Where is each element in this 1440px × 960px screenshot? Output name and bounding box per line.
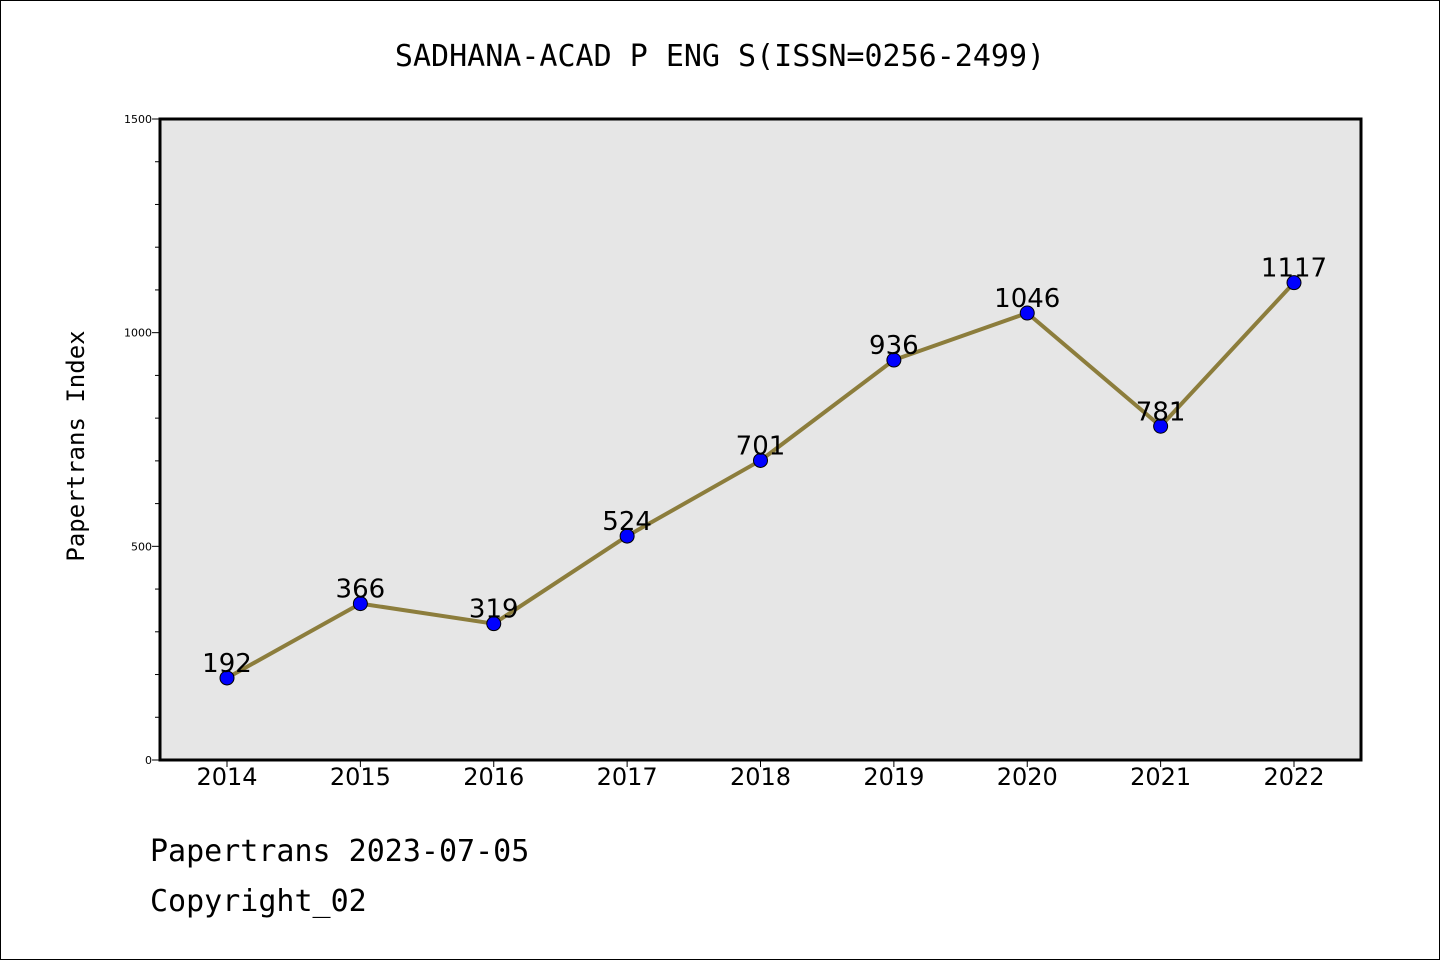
y-tick-label: 1000 — [124, 327, 152, 340]
data-point — [486, 616, 502, 632]
x-tick-label: 2016 — [463, 763, 524, 791]
plot-area — [158, 117, 1363, 762]
x-tick-label: 2022 — [1263, 763, 1324, 791]
x-axis: 2014 2015 2016 2017 2018 2019 2020 2021 2022 — [196, 760, 1325, 791]
data-point — [352, 596, 368, 612]
x-tick-label: 2021 — [1130, 763, 1191, 791]
data-point — [753, 452, 768, 468]
y-axis-label: Papertrans Index — [62, 330, 90, 561]
chart-title: SADHANA-ACAD P ENG S(ISSN=0256-2499) — [395, 39, 1045, 74]
x-tick-label: 2015 — [330, 763, 391, 791]
series-layer: 192 366 319 524 701 936 1046 781 1117 — [202, 254, 1327, 686]
data-point — [219, 670, 235, 686]
x-tick-label: 2017 — [597, 763, 658, 791]
data-label: 366 — [336, 575, 386, 605]
x-tick-label: 2018 — [730, 763, 791, 791]
footer-date: Papertrans 2023-07-05 — [150, 834, 530, 869]
x-tick-label: 2014 — [196, 763, 257, 791]
y-axis: 0 500 1000 1500 — [124, 113, 160, 767]
data-label: 192 — [202, 649, 252, 679]
data-point — [1153, 418, 1169, 434]
x-tick-label: 2020 — [997, 763, 1058, 791]
data-point — [619, 528, 635, 544]
data-point — [1286, 275, 1302, 291]
data-label: 701 — [736, 431, 786, 461]
data-label: 936 — [869, 331, 919, 361]
data-label: 1046 — [994, 284, 1060, 314]
x-tick-label: 2019 — [863, 763, 924, 791]
y-tick-label: 1500 — [124, 113, 152, 126]
data-point — [1019, 305, 1035, 321]
data-point — [886, 352, 902, 368]
data-label: 1117 — [1261, 254, 1327, 284]
data-label: 781 — [1136, 397, 1186, 427]
data-label: 524 — [602, 507, 652, 537]
y-tick-label: 500 — [131, 540, 152, 553]
y-tick-label: 0 — [145, 754, 152, 767]
footer-copyright: Copyright_02 — [150, 884, 367, 919]
data-label: 319 — [469, 595, 519, 625]
